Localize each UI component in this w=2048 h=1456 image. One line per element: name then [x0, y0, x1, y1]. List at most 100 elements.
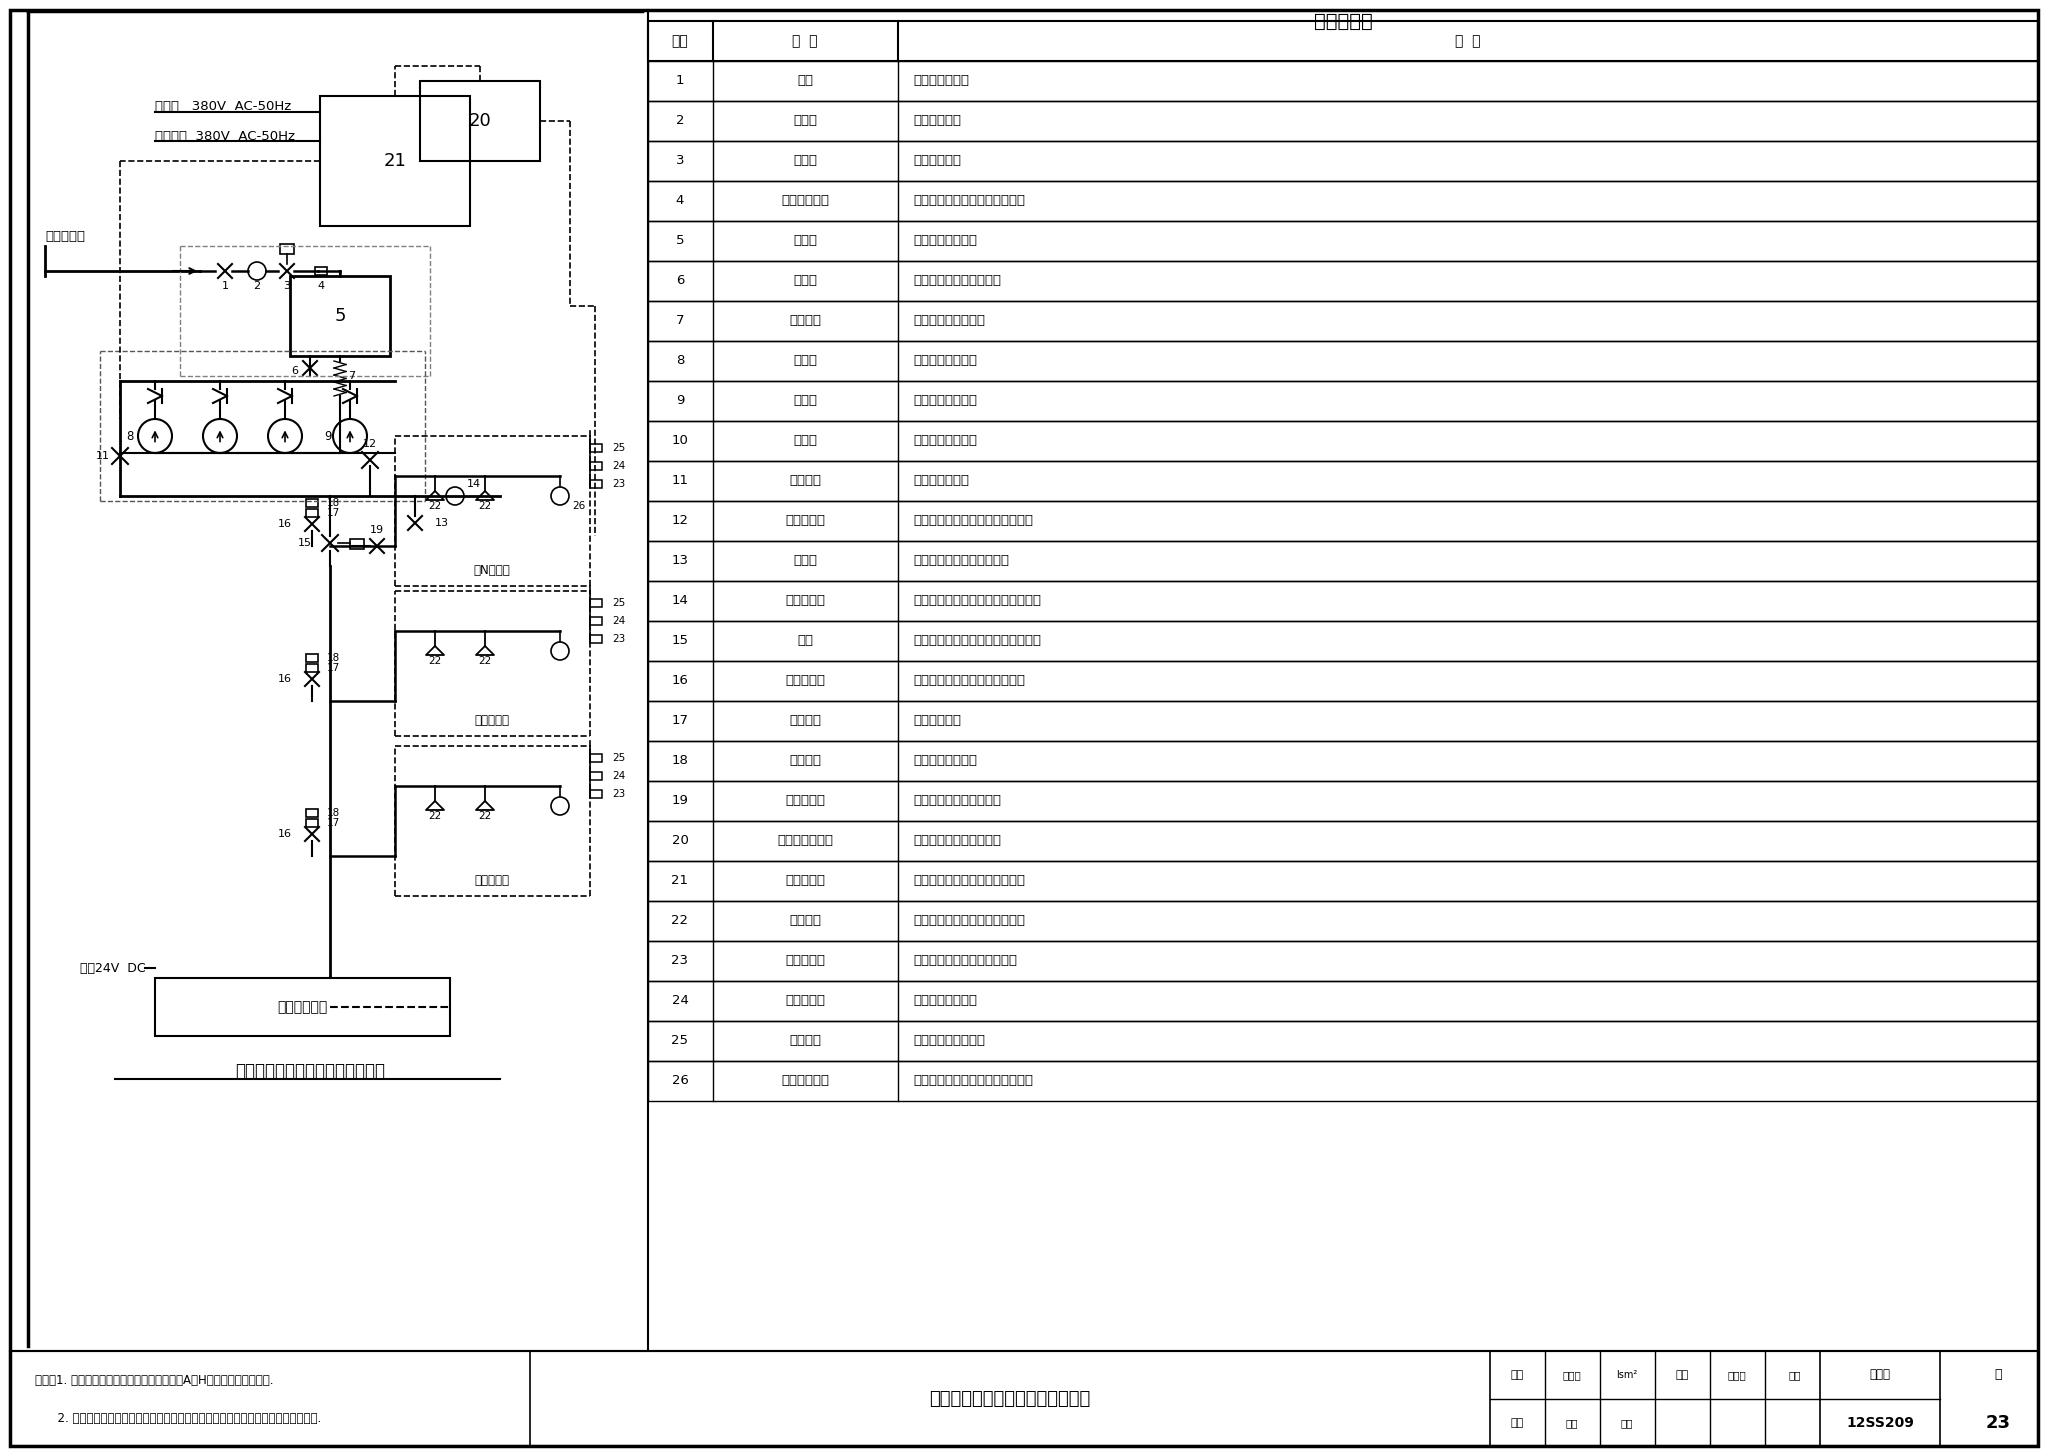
Text: 图集号: 图集号: [1870, 1369, 1890, 1382]
Text: 25: 25: [612, 598, 625, 609]
Text: 火灾报警控制器: 火灾报警控制器: [776, 834, 834, 847]
Text: 分区控制阀箱: 分区控制阀箱: [276, 1000, 328, 1013]
Text: 丛北华: 丛北华: [1563, 1370, 1581, 1380]
Text: 3: 3: [676, 154, 684, 167]
Text: 末端试水装置: 末端试水装置: [780, 1075, 829, 1088]
Bar: [305, 510, 317, 517]
Text: 主电源   380V  AC-50Hz: 主电源 380V AC-50Hz: [156, 99, 291, 112]
Text: 23: 23: [612, 479, 625, 489]
Text: 25: 25: [672, 1035, 688, 1047]
Text: 系统压力过高时，释放压力至正常: 系统压力过高时，释放压力至正常: [913, 514, 1032, 527]
Text: 主阀: 主阀: [797, 635, 813, 648]
Text: 闸阀: 闸阀: [797, 74, 813, 87]
Text: 13: 13: [434, 518, 449, 529]
Text: 流量开关: 流量开关: [788, 715, 821, 728]
Bar: [647, 661, 2038, 700]
Text: 主要部件表: 主要部件表: [1313, 12, 1372, 31]
Text: 3: 3: [283, 281, 291, 291]
Text: 1: 1: [676, 74, 684, 87]
Bar: [647, 20, 2038, 61]
Text: 感知火灾，玻璃泡破碎喷雾灭火: 感知火灾，玻璃泡破碎喷雾灭火: [913, 914, 1024, 927]
Text: 第二防护区: 第二防护区: [475, 715, 510, 728]
Text: 22: 22: [428, 501, 442, 511]
Text: 电磁阀: 电磁阀: [793, 154, 817, 167]
Text: 审核: 审核: [1509, 1370, 1524, 1380]
Bar: [590, 480, 602, 488]
Text: 接市政供水: 接市政供水: [45, 230, 86, 243]
Text: 止回阀: 止回阀: [793, 434, 817, 447]
Text: 测试阀: 测试阀: [793, 555, 817, 568]
Text: 25: 25: [612, 753, 625, 763]
Text: 22: 22: [479, 657, 492, 665]
Bar: [647, 821, 2038, 860]
Bar: [647, 221, 2038, 261]
Bar: [156, 978, 451, 1037]
Text: 23: 23: [672, 955, 688, 967]
Text: 水箱或系统排水（常闭）: 水箱或系统排水（常闭）: [913, 275, 1001, 287]
Text: 22: 22: [479, 501, 492, 511]
Text: 接收火灾信号并发出指令: 接收火灾信号并发出指令: [913, 834, 1001, 847]
Text: 9: 9: [324, 430, 332, 443]
Bar: [305, 818, 317, 827]
Text: 试验末端水压及系统联动功能测试: 试验末端水压及系统联动功能测试: [913, 1075, 1032, 1088]
Bar: [590, 462, 602, 470]
Text: 26: 26: [571, 501, 586, 511]
Text: 24: 24: [612, 616, 625, 626]
Text: 反馈水流信号: 反馈水流信号: [913, 715, 961, 728]
Text: 12: 12: [362, 440, 377, 448]
Text: 20: 20: [469, 112, 492, 130]
Text: 泵组式高压细水雾闭式系统示意图: 泵组式高压细水雾闭式系统示意图: [236, 1061, 385, 1080]
Text: 18: 18: [328, 498, 340, 508]
Text: 储水箱: 储水箱: [793, 234, 817, 248]
Bar: [590, 772, 602, 780]
Bar: [647, 141, 2038, 181]
Text: 接收控制信号，控制水泵的启停: 接收控制信号，控制水泵的启停: [913, 875, 1024, 888]
Text: 21: 21: [672, 875, 688, 888]
Text: 闭式喷头: 闭式喷头: [788, 914, 821, 927]
Text: 控制水箱进水: 控制水箱进水: [913, 154, 961, 167]
Bar: [319, 96, 469, 226]
Text: 控制阀（常开）: 控制阀（常开）: [913, 475, 969, 488]
Text: 页: 页: [1995, 1369, 2001, 1382]
Text: 26: 26: [672, 1075, 688, 1088]
Text: 校对: 校对: [1509, 1418, 1524, 1428]
Text: 第N防护区: 第N防护区: [473, 565, 510, 578]
Text: 22: 22: [428, 811, 442, 821]
Text: 22: 22: [428, 657, 442, 665]
Text: 高压泵: 高压泵: [793, 354, 817, 367]
Text: 泄水阀: 泄水阀: [793, 275, 817, 287]
Text: 17: 17: [328, 662, 340, 673]
Text: 17: 17: [328, 508, 340, 518]
Bar: [305, 810, 317, 817]
Bar: [590, 444, 602, 451]
Text: 编号: 编号: [672, 33, 688, 48]
Text: 高压球阀: 高压球阀: [788, 475, 821, 488]
Text: 提示该区域有火情: 提示该区域有火情: [913, 994, 977, 1008]
Text: 初次充水时使用（常闭）: 初次充水时使用（常闭）: [913, 795, 1001, 808]
Bar: [291, 277, 389, 357]
Text: 17: 17: [328, 818, 340, 828]
Text: lsm²: lsm²: [1616, 1370, 1638, 1380]
Text: 2: 2: [254, 281, 260, 291]
Text: 信号开关: 信号开关: [788, 754, 821, 767]
Text: 4: 4: [317, 281, 324, 291]
Text: 控制阀（常开）: 控制阀（常开）: [913, 74, 969, 87]
Text: 安全泄压阀: 安全泄压阀: [784, 514, 825, 527]
Text: 11: 11: [96, 451, 111, 462]
Bar: [315, 266, 328, 275]
Text: 储存灭火系统用水: 储存灭火系统用水: [913, 234, 977, 248]
Text: 23: 23: [1985, 1414, 2011, 1433]
Text: 过滤水中杂质: 过滤水中杂质: [913, 115, 961, 128]
Bar: [281, 245, 295, 253]
Text: 成之: 成之: [1788, 1370, 1802, 1380]
Text: 23: 23: [612, 633, 625, 644]
Bar: [647, 901, 2038, 941]
Bar: [647, 780, 2038, 821]
Text: 14: 14: [467, 479, 481, 489]
Text: 伐宗秋: 伐宗秋: [1729, 1370, 1747, 1380]
Text: 压力传感器: 压力传感器: [784, 594, 825, 607]
Bar: [305, 664, 317, 673]
Text: 火灾报警，启动警铃: 火灾报警，启动警铃: [913, 1035, 985, 1047]
Text: 备用电源  380V  AC-50Hz: 备用电源 380V AC-50Hz: [156, 130, 295, 143]
Bar: [590, 791, 602, 798]
